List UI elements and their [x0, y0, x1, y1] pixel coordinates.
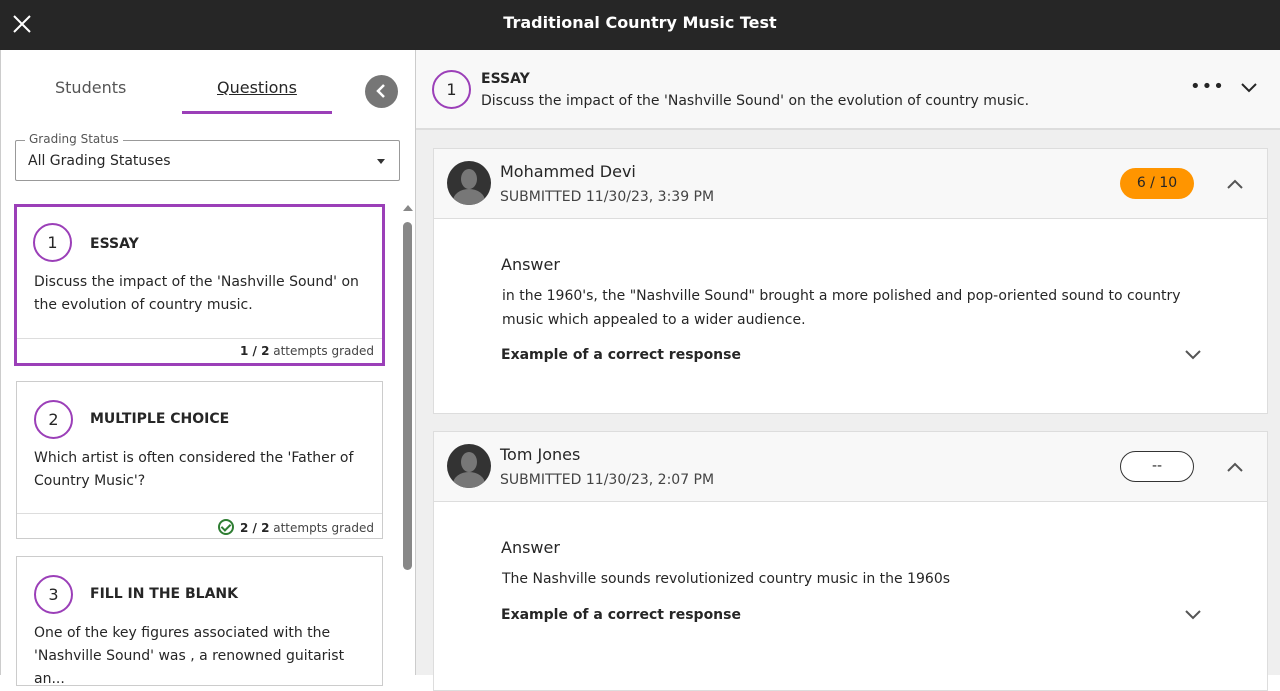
graded-value: 1 / 2	[239, 344, 270, 358]
question-number: 1	[33, 223, 72, 262]
question-text: Which artist is often considered the 'Fa…	[34, 450, 354, 489]
answer-label: Answer	[501, 538, 560, 557]
top-bar: Traditional Country Music Test	[0, 0, 1280, 50]
graded-suffix: attempts graded	[273, 344, 374, 358]
question-header: 1 ESSAY Discuss the impact of the 'Nashv…	[416, 50, 1280, 130]
left-panel: Students Questions Grading Status All Gr…	[0, 50, 416, 687]
question-type: MULTIPLE CHOICE	[90, 411, 230, 427]
question-number: 3	[34, 575, 73, 614]
question-card[interactable]: 1 ESSAY Discuss the impact of the 'Nashv…	[14, 204, 385, 366]
avatar	[447, 161, 491, 205]
avatar	[447, 444, 491, 488]
grading-status-label: Grading Status	[25, 132, 123, 146]
close-icon[interactable]	[10, 12, 34, 36]
chevron-down-icon[interactable]	[1184, 609, 1202, 621]
question-number: 1	[432, 70, 471, 109]
submission-card: Mohammed Devi SUBMITTED 11/30/23, 3:39 P…	[433, 148, 1268, 414]
submitted-date: SUBMITTED 11/30/23, 2:07 PM	[500, 472, 715, 488]
chevron-up-icon[interactable]	[1226, 178, 1244, 190]
chevron-down-icon[interactable]	[1184, 349, 1202, 361]
answer-label: Answer	[501, 255, 560, 274]
more-options-icon[interactable]: •••	[1190, 76, 1225, 97]
answer-text: The Nashville sounds revolutionized coun…	[502, 571, 951, 587]
question-type: FILL IN THE BLANK	[90, 586, 238, 602]
question-type: ESSAY	[90, 236, 139, 252]
student-name: Tom Jones	[500, 445, 581, 464]
grade-badge[interactable]: 6 / 10	[1120, 168, 1194, 199]
collapse-panel-button[interactable]	[365, 75, 398, 108]
active-tab-indicator	[182, 111, 332, 114]
tab-students[interactable]: Students	[55, 78, 127, 97]
submitted-date: SUBMITTED 11/30/23, 3:39 PM	[500, 189, 715, 205]
submission-header[interactable]: Mohammed Devi SUBMITTED 11/30/23, 3:39 P…	[434, 149, 1267, 219]
check-circle-icon	[217, 519, 234, 535]
grading-status-select[interactable]: Grading Status All Grading Statuses	[15, 132, 400, 181]
submission-card: Tom Jones SUBMITTED 11/30/23, 2:07 PM --…	[433, 431, 1268, 691]
question-type: ESSAY	[481, 71, 530, 87]
graded-suffix: attempts graded	[273, 521, 374, 535]
question-text: One of the key figures associated with t…	[34, 625, 345, 687]
graded-value: 2 / 2	[239, 521, 270, 535]
submission-header[interactable]: Tom Jones SUBMITTED 11/30/23, 2:07 PM --	[434, 432, 1267, 502]
question-text: Discuss the impact of the 'Nashville Sou…	[481, 93, 1030, 109]
grade-input[interactable]: --	[1120, 451, 1194, 482]
example-response-toggle[interactable]: Example of a correct response	[501, 607, 741, 623]
example-response-toggle[interactable]: Example of a correct response	[501, 347, 741, 363]
chevron-up-icon[interactable]	[1226, 461, 1244, 473]
grading-status-value: All Grading Statuses	[28, 153, 171, 169]
tab-questions[interactable]: Questions	[217, 78, 297, 97]
scroll-up-arrow[interactable]	[403, 205, 413, 211]
answer-text: in the 1960's, the "Nashville Sound" bro…	[502, 288, 1181, 328]
question-card[interactable]: 2 MULTIPLE CHOICE Which artist is often …	[16, 381, 383, 539]
caret-down-icon	[377, 159, 385, 164]
grading-panel: 1 ESSAY Discuss the impact of the 'Nashv…	[416, 50, 1280, 691]
question-card[interactable]: 3 FILL IN THE BLANK One of the key figur…	[16, 556, 383, 687]
question-number: 2	[34, 400, 73, 439]
student-name: Mohammed Devi	[500, 162, 636, 181]
graded-count: 1 / 2 attempts graded	[17, 338, 382, 363]
chevron-left-icon	[376, 84, 385, 98]
scrollbar-thumb[interactable]	[403, 222, 412, 570]
graded-count: 2 / 2 attempts graded	[17, 513, 382, 538]
chevron-down-icon[interactable]	[1240, 82, 1258, 94]
page-title: Traditional Country Music Test	[503, 13, 777, 32]
question-text: Discuss the impact of the 'Nashville Sou…	[34, 274, 359, 313]
